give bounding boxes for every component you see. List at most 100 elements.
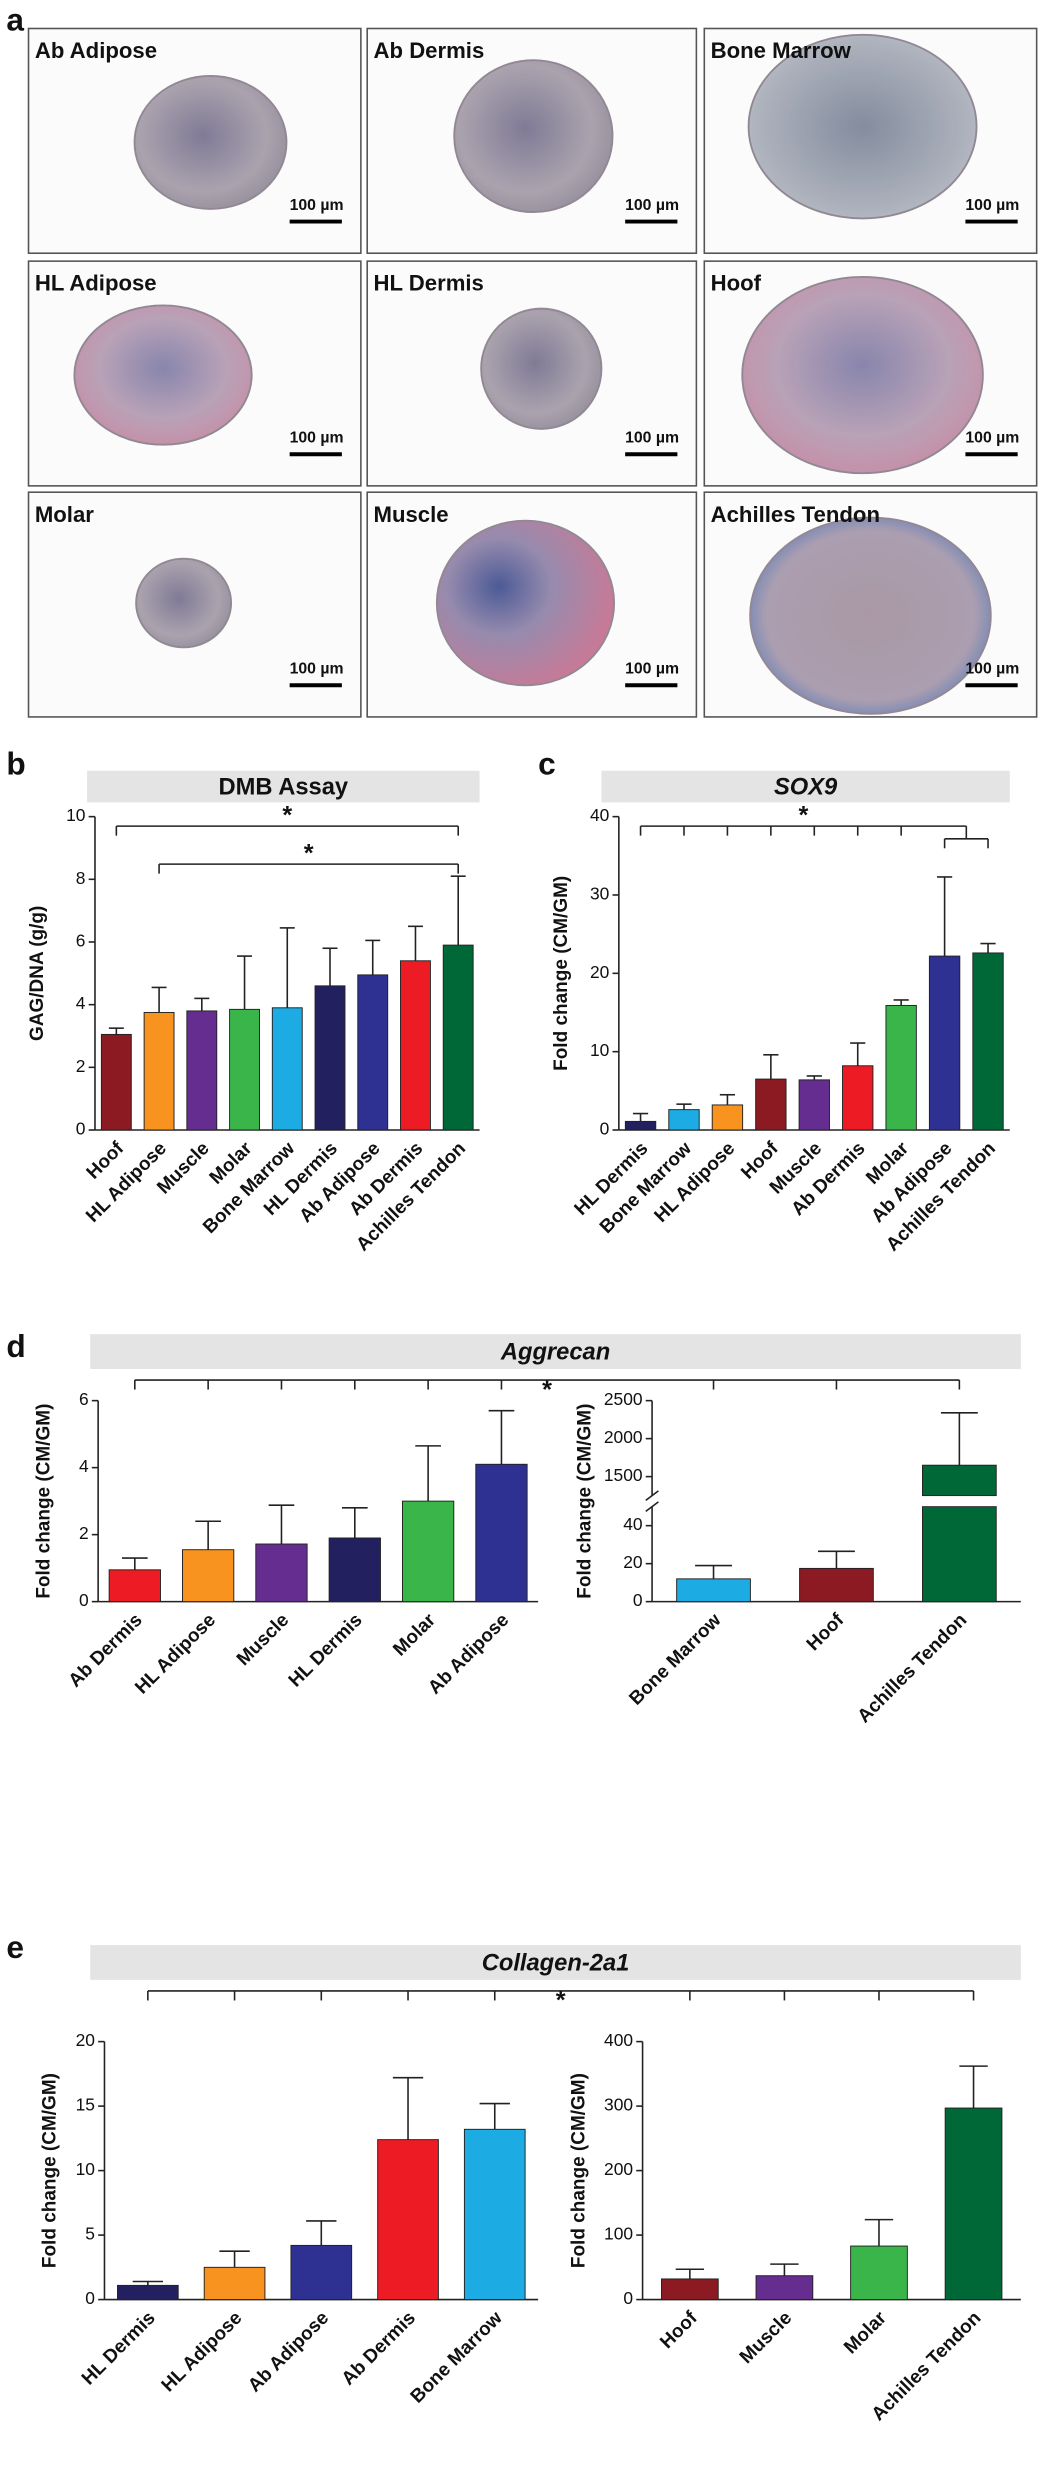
y-tick-label: 400 xyxy=(604,2030,633,2050)
y-tick-label: 40 xyxy=(623,1514,642,1534)
title-band xyxy=(90,1945,1021,1980)
bar xyxy=(944,2107,1003,2301)
y-tick-label: 15 xyxy=(76,2095,95,2115)
tissue-section xyxy=(73,304,253,446)
chart-title: Collagen-2a1 xyxy=(482,1950,630,1976)
panel-label: a xyxy=(6,2,24,38)
scale-bar-label: 100 µm xyxy=(625,197,679,214)
bar xyxy=(928,955,961,1131)
bar xyxy=(314,985,346,1131)
bar xyxy=(229,1008,260,1131)
x-tick-label: Ab Adipose xyxy=(244,2308,333,2397)
panel-label: b xyxy=(6,745,25,781)
y-tick-label: 100 xyxy=(604,2224,633,2244)
bar xyxy=(203,2266,266,2301)
bar xyxy=(186,1010,218,1131)
y-tick-label: 20 xyxy=(623,1552,642,1572)
y-tick-label: 6 xyxy=(76,931,86,951)
scale-bar-label: 100 µm xyxy=(290,661,344,678)
x-tick-label: Bone Marrow xyxy=(625,1610,725,1710)
tissue-section xyxy=(133,75,288,210)
bar xyxy=(357,974,389,1131)
bar xyxy=(117,2284,179,2301)
y-tick-label: 4 xyxy=(79,1456,89,1476)
tissue-section xyxy=(453,59,614,214)
title-band xyxy=(87,770,480,803)
significance-label: * xyxy=(282,801,292,829)
bar xyxy=(290,2244,353,2301)
bar xyxy=(922,1506,997,1603)
x-tick-label: HL Adipose xyxy=(158,2308,247,2397)
chart-title: DMB Assay xyxy=(219,774,349,800)
chart-title: SOX9 xyxy=(774,774,838,800)
scale-bar-label: 100 µm xyxy=(290,430,344,447)
y-tick-label: 10 xyxy=(76,2159,95,2179)
bar xyxy=(711,1104,744,1131)
y-tick-label: 2000 xyxy=(604,1427,643,1447)
tissue-section xyxy=(747,33,978,220)
bar xyxy=(377,2139,439,2301)
micrograph-label: Molar xyxy=(35,502,94,527)
bar xyxy=(442,944,474,1131)
bar xyxy=(255,1543,308,1603)
scale-bar-label: 100 µm xyxy=(290,197,344,214)
bar xyxy=(463,2128,526,2301)
y-tick-label: 0 xyxy=(85,2288,95,2308)
y-axis-label: GAG/DNA (g/g) xyxy=(27,906,48,1041)
bar xyxy=(661,2278,719,2301)
y-tick-label: 2 xyxy=(79,1523,89,1543)
micrograph-label: Hoof xyxy=(711,271,762,296)
panel-label: d xyxy=(6,1328,25,1364)
title-band xyxy=(90,1334,1021,1369)
micrograph-label: Muscle xyxy=(374,502,449,527)
bar xyxy=(328,1537,381,1603)
bar xyxy=(668,1109,700,1131)
x-tick-label: Hoof xyxy=(656,2307,702,2353)
tissue-section xyxy=(749,516,992,715)
y-tick-label: 0 xyxy=(623,2288,633,2308)
y-tick-label: 2500 xyxy=(604,1389,643,1409)
x-tick-label: Muscle xyxy=(233,1610,293,1670)
y-axis-label: Fold change (CM/GM) xyxy=(568,2073,589,2268)
micrograph-label: HL Dermis xyxy=(374,271,484,296)
axis-break xyxy=(645,1501,659,1513)
micrograph-label: Ab Adipose xyxy=(35,38,157,63)
bar xyxy=(143,1012,175,1131)
y-tick-label: 4 xyxy=(76,993,86,1013)
y-tick-label: 2 xyxy=(76,1056,86,1076)
y-tick-label: 0 xyxy=(633,1590,643,1610)
y-tick-label: 40 xyxy=(590,805,609,825)
bar xyxy=(624,1120,657,1131)
bar xyxy=(972,952,1004,1131)
significance-label: * xyxy=(799,801,809,829)
y-tick-label: 6 xyxy=(79,1389,89,1409)
y-axis-label: Fold change (CM/GM) xyxy=(575,1404,596,1599)
y-axis-label: Fold change (CM/GM) xyxy=(40,2073,61,2268)
micrograph-label: Achilles Tendon xyxy=(711,502,880,527)
bar xyxy=(475,1463,528,1603)
significance-label: * xyxy=(542,1376,552,1404)
y-axis-label: Fold change (CM/GM) xyxy=(551,876,572,1071)
scale-bar-label: 100 µm xyxy=(625,661,679,678)
scale-bar-label: 100 µm xyxy=(965,197,1019,214)
y-tick-label: 300 xyxy=(604,2095,633,2115)
bar xyxy=(182,1549,235,1603)
bar xyxy=(400,960,431,1131)
y-axis-label: Fold change (CM/GM) xyxy=(33,1404,54,1599)
tissue-section xyxy=(135,557,233,649)
bar xyxy=(842,1065,874,1131)
x-tick-label: HL Dermis xyxy=(78,2308,160,2390)
y-tick-label: 5 xyxy=(85,2224,95,2244)
micrograph-label: Ab Dermis xyxy=(374,38,485,63)
y-tick-label: 200 xyxy=(604,2159,633,2179)
axis-break xyxy=(645,1490,659,1501)
bar xyxy=(676,1578,751,1603)
y-tick-label: 10 xyxy=(590,1040,609,1060)
bar xyxy=(755,2275,814,2301)
y-tick-label: 0 xyxy=(600,1119,610,1139)
scale-bar-label: 100 µm xyxy=(965,661,1019,678)
y-tick-label: 0 xyxy=(76,1119,86,1139)
y-tick-label: 20 xyxy=(76,2030,95,2050)
